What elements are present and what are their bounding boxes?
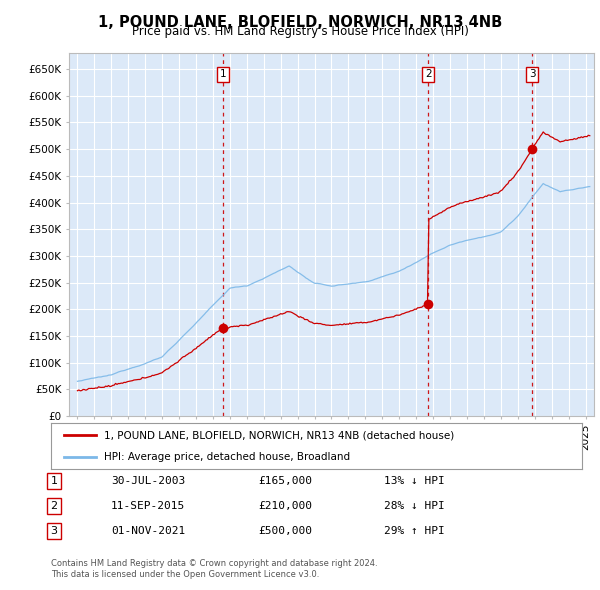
Text: 29% ↑ HPI: 29% ↑ HPI — [384, 526, 445, 536]
Text: 01-NOV-2021: 01-NOV-2021 — [111, 526, 185, 536]
Text: 2: 2 — [425, 70, 431, 80]
Text: 1, POUND LANE, BLOFIELD, NORWICH, NR13 4NB (detached house): 1, POUND LANE, BLOFIELD, NORWICH, NR13 4… — [104, 431, 454, 441]
Text: £165,000: £165,000 — [258, 476, 312, 486]
Text: 3: 3 — [529, 70, 535, 80]
Text: 1: 1 — [50, 476, 58, 486]
Text: HPI: Average price, detached house, Broadland: HPI: Average price, detached house, Broa… — [104, 451, 350, 461]
Text: £210,000: £210,000 — [258, 501, 312, 510]
Text: 11-SEP-2015: 11-SEP-2015 — [111, 501, 185, 510]
Text: Price paid vs. HM Land Registry's House Price Index (HPI): Price paid vs. HM Land Registry's House … — [131, 25, 469, 38]
Text: 30-JUL-2003: 30-JUL-2003 — [111, 476, 185, 486]
Text: Contains HM Land Registry data © Crown copyright and database right 2024.: Contains HM Land Registry data © Crown c… — [51, 559, 377, 568]
Text: 28% ↓ HPI: 28% ↓ HPI — [384, 501, 445, 510]
Text: 13% ↓ HPI: 13% ↓ HPI — [384, 476, 445, 486]
Text: £500,000: £500,000 — [258, 526, 312, 536]
Text: 3: 3 — [50, 526, 58, 536]
Text: 1, POUND LANE, BLOFIELD, NORWICH, NR13 4NB: 1, POUND LANE, BLOFIELD, NORWICH, NR13 4… — [98, 15, 502, 30]
Text: 1: 1 — [220, 70, 226, 80]
Text: This data is licensed under the Open Government Licence v3.0.: This data is licensed under the Open Gov… — [51, 571, 319, 579]
Text: 2: 2 — [50, 501, 58, 510]
